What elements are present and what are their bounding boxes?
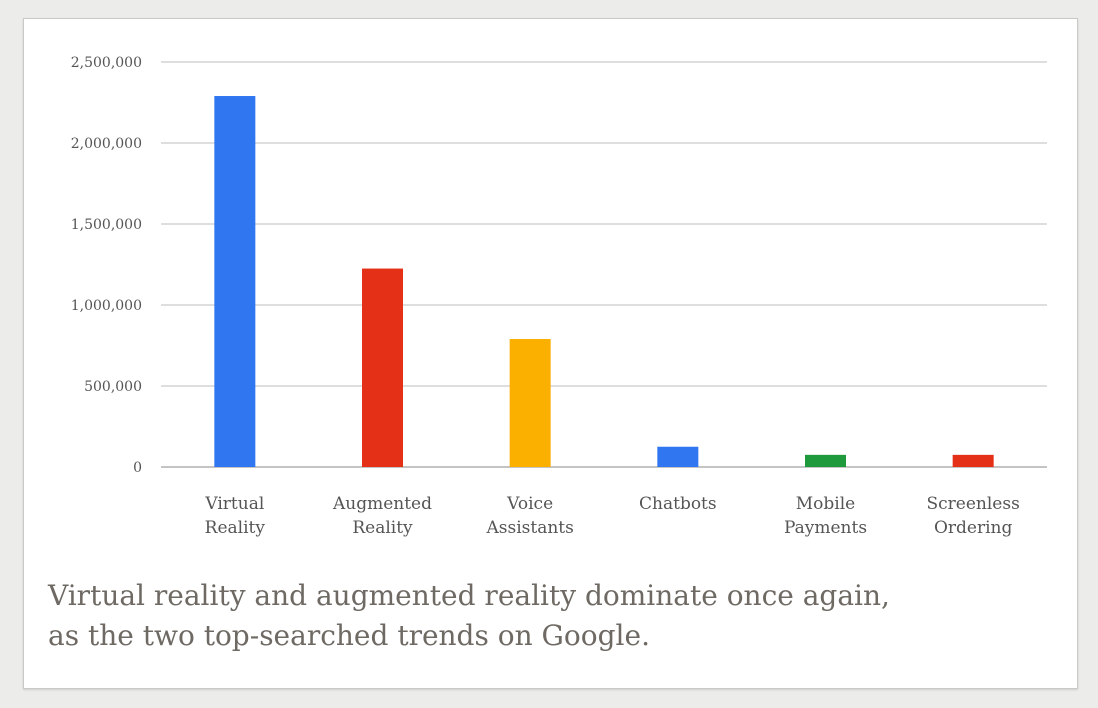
x-category-label: Augmented [332,494,432,514]
x-category-label: Ordering [934,518,1013,538]
chart-caption: Virtual reality and augmented reality do… [48,576,1058,656]
x-category-label: Chatbots [639,494,717,514]
bar [952,454,994,467]
caption-line-2: as the two top-searched trends on Google… [48,619,650,652]
chart-card: 0 500,000 1,000,000 1,500,000 2,000,000 2,500… [23,18,1078,689]
x-category-label: Assistants [485,518,573,538]
bar [509,339,551,467]
x-category-label: Voice [506,494,553,514]
y-tick-label: 500,000 [84,379,142,395]
bar [362,268,403,467]
caption-line-1: Virtual reality and augmented reality do… [48,579,890,612]
y-tick-label: 1,500,000 [71,217,142,233]
bar-chart: 0 500,000 1,000,000 1,500,000 2,000,000 2,500… [71,55,1047,538]
y-tick-label: 1,000,000 [71,298,142,314]
bar [214,96,256,468]
y-tick-label: 2,500,000 [71,55,142,71]
bar [805,454,846,467]
x-category-label: Reality [352,518,413,538]
x-category-label: Screenless [927,494,1020,514]
x-category-label: Mobile [796,494,855,514]
x-category-label: Reality [205,518,266,538]
y-tick-label: 0 [133,460,142,476]
bar [657,446,699,467]
y-tick-label: 2,000,000 [71,136,142,152]
x-category-label: Payments [784,518,867,538]
x-category-label: Virtual [204,494,264,514]
